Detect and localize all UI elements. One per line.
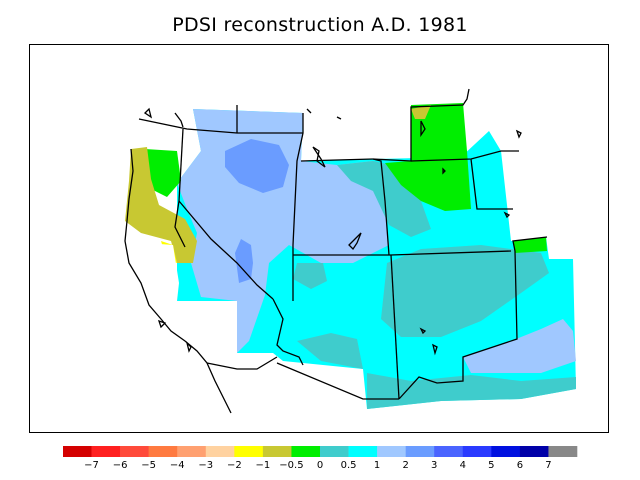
legend-tick-label: −0.5: [279, 460, 303, 471]
legend-swatch: [377, 446, 406, 457]
region-slightly-wet-south: [367, 373, 576, 409]
legend-swatch: [63, 446, 92, 457]
legend-swatch: [491, 446, 521, 457]
region-slightly-wet-az: [297, 333, 363, 369]
legend-swatch: [234, 446, 264, 457]
coastline: [124, 112, 232, 414]
legend-tick-label: −6: [113, 460, 128, 471]
legend-tick-label: −2: [227, 460, 242, 471]
legend-tick-label: 5: [488, 460, 494, 471]
legend-swatches: [63, 446, 578, 457]
region-ocean-cut: [121, 241, 179, 301]
legend-tick-label: −1: [256, 460, 271, 471]
legend-tick-label: 0: [317, 460, 323, 471]
legend-tick-label: 0.5: [341, 460, 357, 471]
legend-tick-label: 1: [374, 460, 380, 471]
legend-tick-label: 7: [545, 460, 551, 471]
legend-tick-label: 3: [431, 460, 437, 471]
legend-swatch: [120, 446, 149, 457]
legend-tick-label: −4: [170, 460, 185, 471]
region-near-normal-wy: [385, 103, 471, 211]
lakes: [143, 107, 522, 356]
legend-swatch: [405, 446, 435, 457]
legend-labels: −7 −6 −5 −4 −3 −2 −1 −0.5 0 0.5 1 2 3 4 5 6 7: [84, 460, 551, 471]
state-borders: [138, 88, 548, 400]
legend-tick-label: 4: [460, 460, 466, 471]
legend-tick-label: 2: [402, 460, 408, 471]
region-near-normal-or: [145, 149, 181, 197]
legend-swatch: [320, 446, 349, 457]
region-wetter-south: [463, 319, 576, 373]
region-slightly-wet-nm: [381, 245, 549, 337]
legend-swatch: [148, 446, 178, 457]
region-very-wet-nevada: [235, 239, 253, 283]
legend-tick-label: −5: [141, 460, 156, 471]
pdsi-map: [121, 88, 576, 414]
legend-swatch: [262, 446, 292, 457]
legend-swatch: [91, 446, 121, 457]
region-slightly-wet-colorado: [293, 263, 327, 289]
region-very-wet-idaho: [225, 139, 289, 193]
legend-swatch: [462, 446, 492, 457]
region-dry-montana: [411, 105, 431, 119]
legend-tick-label: −3: [198, 460, 213, 471]
legend-swatch: [177, 446, 207, 457]
legend-tick-label: 6: [517, 460, 523, 471]
region-near-normal-ne: [513, 237, 547, 253]
legend-swatch: [548, 446, 578, 457]
legend-swatch: [434, 446, 464, 457]
map-frame: [29, 44, 609, 433]
legend-swatch: [519, 446, 549, 457]
legend-tick-label: −7: [84, 460, 99, 471]
legend-swatch: [205, 446, 235, 457]
legend-swatch: [348, 446, 378, 457]
map-title: PDSI reconstruction A.D. 1981: [172, 14, 468, 36]
legend-swatch: [291, 446, 321, 457]
